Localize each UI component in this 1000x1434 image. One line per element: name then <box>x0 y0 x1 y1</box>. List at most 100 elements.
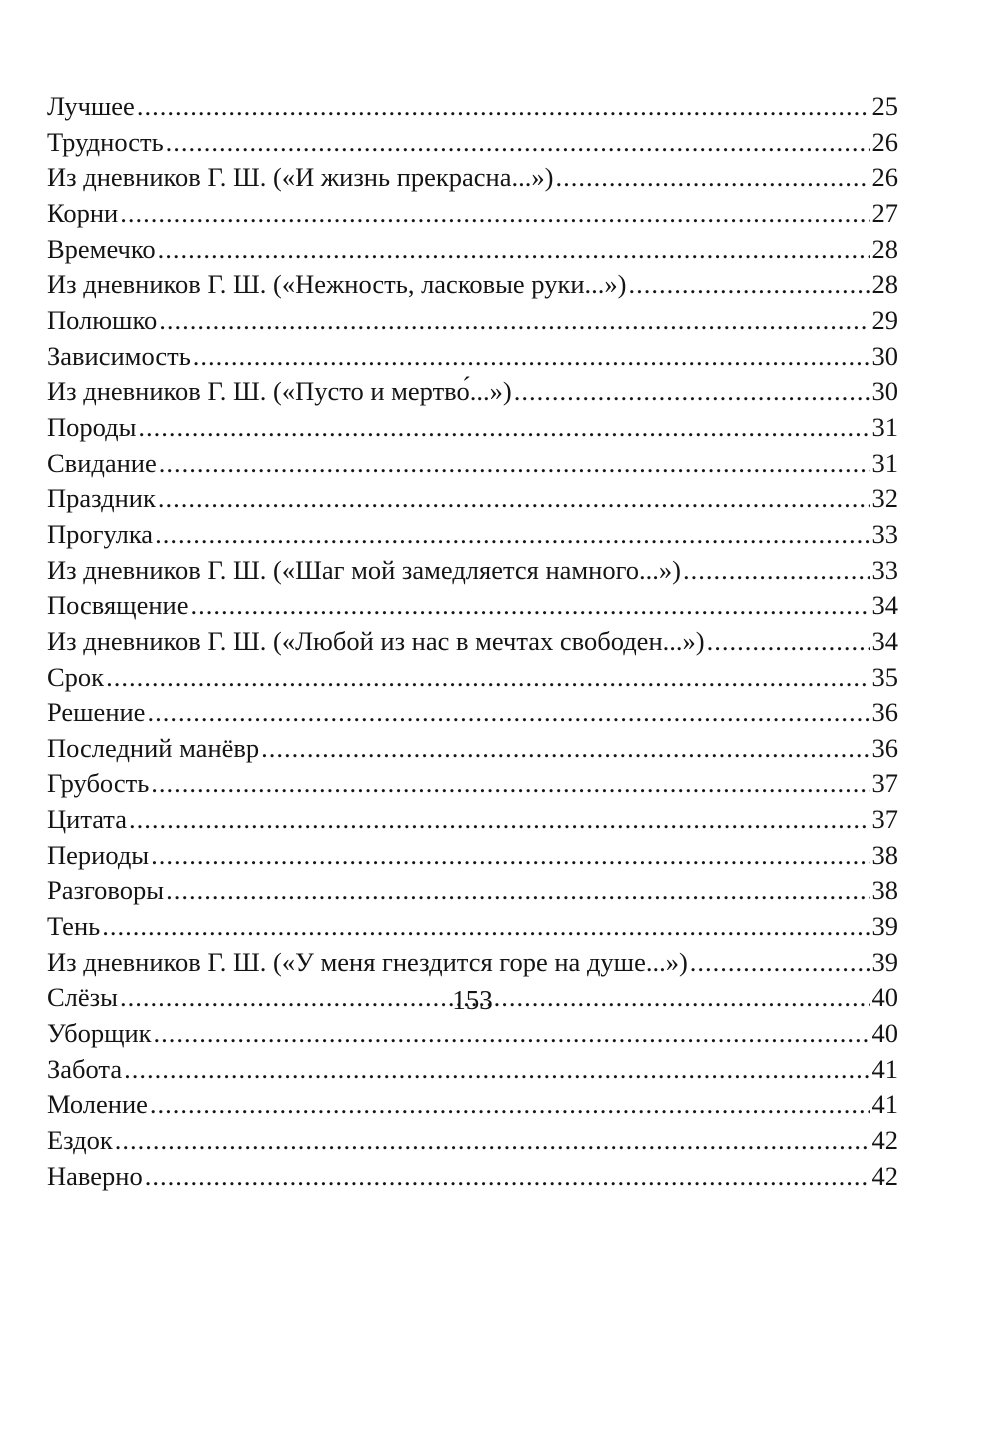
toc-entry-page: 26 <box>871 162 899 193</box>
toc-entry-page: 42 <box>871 1125 899 1156</box>
dot-leader <box>151 838 869 874</box>
dot-leader <box>261 731 869 767</box>
toc-entry-title: Посвящение <box>47 590 189 621</box>
toc-entry-title: Наверно <box>47 1160 143 1191</box>
toc-entry-page: 37 <box>871 768 899 799</box>
dot-leader <box>115 1123 870 1159</box>
dot-leader <box>166 125 870 161</box>
toc-entry-page: 32 <box>871 483 899 514</box>
toc-entry-title: Грубость <box>47 768 150 799</box>
toc-entry-title: Из дневников Г. Ш. («Шаг мой замедляется… <box>47 554 682 585</box>
dot-leader <box>138 410 869 446</box>
toc-entry: Цитата 37 <box>47 802 898 838</box>
dot-leader <box>159 303 869 339</box>
toc-entry-title: Из дневников Г. Ш. («У меня гнездится го… <box>47 946 688 977</box>
toc-entry: Праздник 32 <box>47 481 898 517</box>
toc-entry-page: 26 <box>871 126 899 157</box>
dot-leader <box>690 945 870 981</box>
dot-leader <box>707 624 870 660</box>
dot-leader <box>166 873 869 909</box>
toc-entry-title: Слёзы <box>47 982 118 1013</box>
toc-entry: Трудность 26 <box>47 125 898 161</box>
toc-entry-page: 33 <box>871 518 899 549</box>
dot-leader <box>106 660 869 696</box>
toc-entry-title: Зависимость <box>47 340 191 371</box>
toc-entry-title: Из дневников Г. Ш. («И жизнь прекрасна..… <box>47 162 554 193</box>
toc-entry-page: 29 <box>871 304 899 335</box>
toc-entry-page: 38 <box>871 839 899 870</box>
toc-entry-title: Периоды <box>47 839 150 870</box>
toc-entry-title: Разговоры <box>47 875 165 906</box>
toc-entry-page: 41 <box>871 1053 899 1084</box>
toc-entry-page: 34 <box>871 625 899 656</box>
toc-entry: Из дневников Г. Ш. («Шаг мой замедляется… <box>47 553 898 589</box>
toc-entry-title: Из дневников Г. Ш. («Нежность, ласковые … <box>47 269 627 300</box>
toc-entry: Свидание 31 <box>47 446 898 482</box>
toc-entry-title: Времечко <box>47 233 156 264</box>
toc-entry-title: Свидание <box>47 447 157 478</box>
toc-entry-title: Ездок <box>47 1125 113 1156</box>
toc-entry-page: 36 <box>871 732 899 763</box>
dot-leader <box>102 909 869 945</box>
toc-entry-title: Срок <box>47 661 105 692</box>
dot-leader <box>120 196 869 232</box>
dot-leader <box>159 446 870 482</box>
table-of-contents: Лучшее 25 Трудность 26 Из дневников Г. Ш. («… <box>47 89 898 1194</box>
toc-entry-title: Забота <box>47 1053 123 1084</box>
toc-entry: Из дневников Г. Ш. («Любой из нас в мечт… <box>47 624 898 660</box>
toc-entry: Тень 39 <box>47 909 898 945</box>
toc-entry-title: Цитата <box>47 804 127 835</box>
toc-entry: Срок 35 <box>47 660 898 696</box>
toc-entry-page: 30 <box>871 376 899 407</box>
toc-entry-title: Тень <box>47 911 101 942</box>
toc-entry-title: Полюшко <box>47 304 158 335</box>
toc-entry-title: Прогулка <box>47 518 154 549</box>
toc-entry-title: Лучшее <box>47 91 135 121</box>
toc-entry-page: 39 <box>871 911 899 942</box>
dot-leader <box>145 1159 870 1195</box>
toc-entry-title: Трудность <box>47 126 164 157</box>
dot-leader <box>190 588 869 624</box>
dot-leader <box>150 1087 870 1123</box>
toc-entry-page: 31 <box>871 447 899 478</box>
dot-leader <box>193 339 870 375</box>
toc-entry-page: 30 <box>871 340 899 371</box>
toc-entry: Породы 31 <box>47 410 898 446</box>
toc-entry: Времечко 28 <box>47 232 898 268</box>
toc-entry-page: 37 <box>871 804 899 835</box>
toc-entry-page: 35 <box>871 661 899 692</box>
toc-entry-page: 42 <box>871 1160 899 1191</box>
dot-leader <box>137 89 870 125</box>
toc-entry: Корни 27 <box>47 196 898 232</box>
toc-entry-title: Моление <box>47 1089 148 1120</box>
page-number: 153 <box>452 985 493 1015</box>
dot-leader <box>129 802 870 838</box>
toc-entry-page: 34 <box>871 590 899 621</box>
toc-entry: Периоды 38 <box>47 838 898 874</box>
toc-entry-title: Последний манёвр <box>47 732 260 763</box>
toc-entry-page: 36 <box>871 697 899 728</box>
dot-leader <box>555 160 869 196</box>
dot-leader <box>147 695 869 731</box>
dot-leader <box>158 481 870 517</box>
toc-entry: Решение 36 <box>47 695 898 731</box>
dot-leader <box>628 267 869 303</box>
toc-entry-page: 38 <box>871 875 899 906</box>
toc-entry: Слёзы 40 <box>47 980 898 1016</box>
toc-entry-title: Из дневников Г. Ш. («Любой из нас в мечт… <box>47 625 705 656</box>
toc-entry-page: 40 <box>871 1018 899 1049</box>
toc-entry-page: 33 <box>871 554 899 585</box>
dot-leader <box>151 766 869 802</box>
toc-entry-page: 39 <box>871 946 899 977</box>
dot-leader <box>155 517 869 553</box>
dot-leader <box>154 1016 870 1052</box>
toc-entry-page: 40 <box>871 982 899 1013</box>
toc-entry-title: Праздник <box>47 483 156 514</box>
dot-leader <box>514 374 870 410</box>
toc-entry: Грубость 37 <box>47 766 898 802</box>
toc-entry-page: 28 <box>871 269 899 300</box>
toc-entry: Посвящение 34 <box>47 588 898 624</box>
toc-entry: Наверно 42 <box>47 1159 898 1195</box>
toc-entry-title: Решение <box>47 697 146 728</box>
toc-entry: Последний манёвр 36 <box>47 731 898 767</box>
